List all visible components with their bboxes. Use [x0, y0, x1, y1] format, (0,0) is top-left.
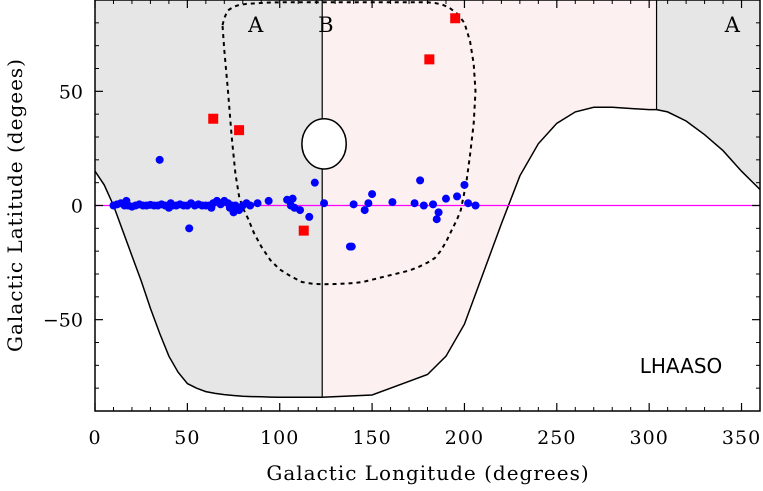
y-axis-title: Galactic Latitude (degees): [3, 58, 27, 352]
blue-point-44: [246, 201, 255, 210]
blue-point-66: [432, 215, 441, 224]
region-fill-a-2: [656, 0, 760, 190]
y-tick-label-1: 0: [71, 196, 83, 218]
region-label-a-right: A: [724, 13, 741, 37]
blue-point-64: [419, 201, 428, 210]
blue-point-45: [253, 199, 262, 208]
boundary-curves: [95, 0, 760, 399]
data-points: [109, 13, 480, 251]
blue-point-14: [155, 155, 164, 164]
fov-envelope-left: [95, 170, 323, 399]
blue-point-67: [434, 208, 443, 217]
blue-point-24: [185, 224, 194, 233]
blue-point-59: [364, 199, 373, 208]
region-label-a-left: A: [247, 13, 264, 37]
region-backgrounds: [95, 0, 760, 398]
blue-point-56: [347, 242, 356, 251]
blue-point-51: [296, 206, 305, 215]
y-tick-label-2: 50: [59, 81, 83, 103]
x-tick-label-5: 250: [537, 427, 576, 449]
dashed-contour: [221, 1, 477, 286]
region-label-b: B: [318, 13, 333, 37]
x-tick-label-3: 150: [352, 427, 391, 449]
blue-point-46: [264, 196, 273, 205]
blue-point-65: [429, 200, 438, 209]
red-square-1: [234, 125, 245, 136]
x-axis-title: Galactic Longitude (degrees): [266, 461, 589, 485]
red-square-2: [298, 225, 309, 236]
blue-point-68: [441, 194, 450, 203]
blue-point-60: [368, 190, 377, 199]
red-square-3: [424, 54, 435, 65]
hole-ellipse: [301, 117, 347, 170]
y-tick-label-0: −50: [43, 310, 83, 332]
blue-point-62: [410, 199, 419, 208]
lhaaso-annotation: LHAASO: [640, 354, 723, 378]
blue-point-69: [453, 192, 462, 201]
x-tick-label-1: 50: [174, 427, 200, 449]
blue-point-52: [305, 212, 314, 221]
x-tick-label-4: 200: [445, 427, 484, 449]
x-tick-label-2: 100: [260, 427, 299, 449]
region-fill-b-1: [322, 0, 657, 398]
blue-point-70: [460, 180, 469, 189]
x-tick-label-7: 350: [722, 427, 761, 449]
blue-point-49: [288, 194, 297, 203]
blue-point-61: [388, 198, 397, 207]
red-square-0: [208, 113, 219, 124]
region-labels: A B A: [247, 13, 741, 37]
x-tick-label-0: 0: [88, 427, 101, 449]
x-tick-label-6: 300: [630, 427, 669, 449]
blue-point-71: [464, 199, 473, 208]
blue-point-54: [320, 199, 329, 208]
region-fill-a-0: [95, 0, 323, 398]
axes: 0 50 100 150 200 250 300 350 −50 0 50: [43, 0, 761, 449]
blue-point-53: [310, 178, 319, 187]
red-square-4: [450, 13, 461, 24]
blue-point-72: [471, 201, 480, 210]
fov-envelope-right: [322, 106, 760, 399]
blue-point-63: [416, 176, 425, 185]
blue-point-58: [360, 206, 369, 215]
blue-point-57: [349, 200, 358, 209]
